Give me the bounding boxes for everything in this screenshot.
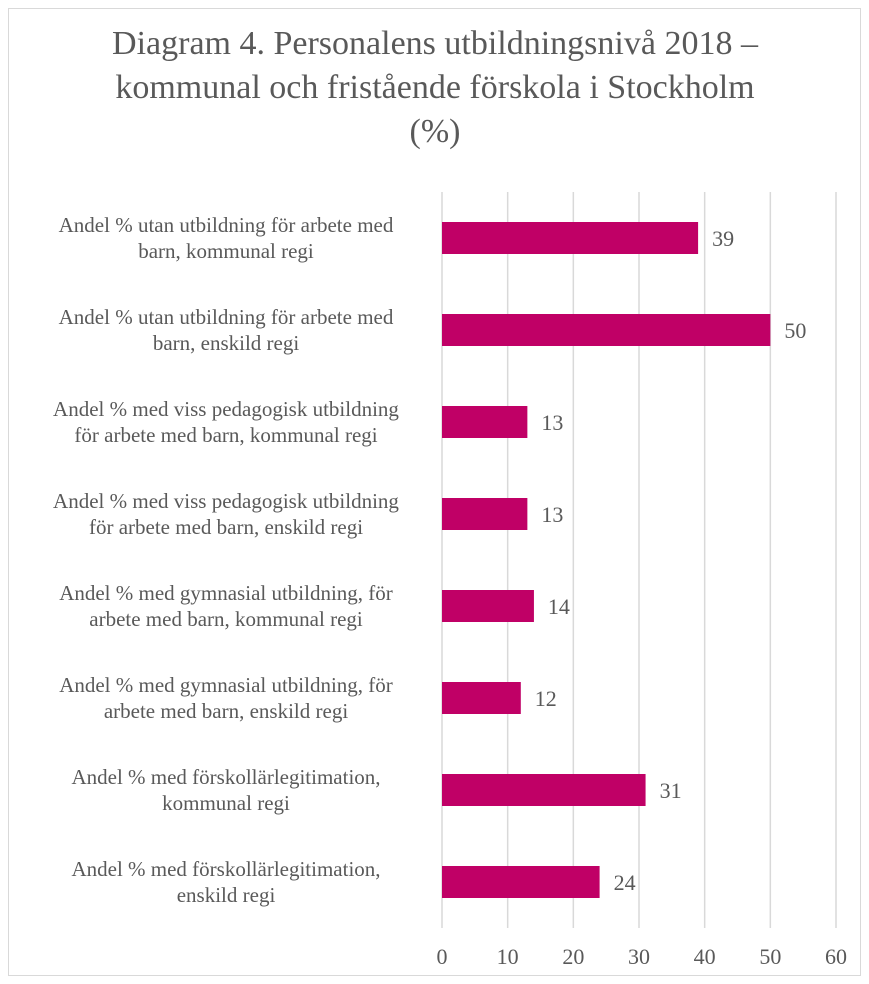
- category-label: Andel % utan utbildning för arbete med ba…: [59, 305, 394, 355]
- category-label: Andel % med förskollärlegitimation, kommu…: [71, 765, 380, 815]
- category-label: Andel % med viss pedagogisk utbildning fö…: [53, 397, 399, 447]
- data-label: 13: [541, 410, 563, 435]
- data-label: 13: [541, 502, 563, 527]
- bar: [442, 406, 528, 438]
- category-labels: Andel % utan utbildning för arbete med ba…: [53, 213, 399, 907]
- gridlines: [441, 192, 837, 928]
- bar: [442, 866, 600, 898]
- x-tick-labels: 0 10 20 30 40 50 60: [437, 944, 848, 969]
- bars: [442, 222, 771, 898]
- chart-title: Diagram 4. Personalens utbildningsnivå 2…: [112, 25, 758, 150]
- data-label: 24: [614, 870, 636, 895]
- category-label: Andel % med gymnasial utbildning, för arb…: [59, 673, 393, 723]
- bar: [442, 222, 699, 254]
- bar: [442, 682, 521, 714]
- category-label: Andel % med gymnasial utbildning, för arb…: [59, 581, 393, 631]
- chart-frame: [8, 8, 861, 976]
- bar: [442, 774, 646, 806]
- data-labels: 39 50 13 13 14 12 31 24: [535, 226, 807, 895]
- x-tick-label: 50: [759, 944, 781, 969]
- x-tick-label: 10: [497, 944, 519, 969]
- data-label: 39: [712, 226, 734, 251]
- x-tick-label: 60: [825, 944, 847, 969]
- x-tick-label: 40: [694, 944, 716, 969]
- category-label: Andel % utan utbildning för arbete med ba…: [59, 213, 394, 263]
- x-tick-label: 30: [628, 944, 650, 969]
- x-tick-label: 20: [562, 944, 584, 969]
- data-label: 14: [548, 594, 570, 619]
- category-label: Andel % med viss pedagogisk utbildning fö…: [53, 489, 399, 539]
- bar: [442, 590, 534, 622]
- bar: [442, 498, 528, 530]
- category-label: Andel % med förskollärlegitimation, enski…: [71, 857, 380, 907]
- x-tick-label: 0: [437, 944, 448, 969]
- data-label: 31: [660, 778, 682, 803]
- bar: [442, 314, 771, 346]
- data-label: 50: [784, 318, 806, 343]
- data-label: 12: [535, 686, 557, 711]
